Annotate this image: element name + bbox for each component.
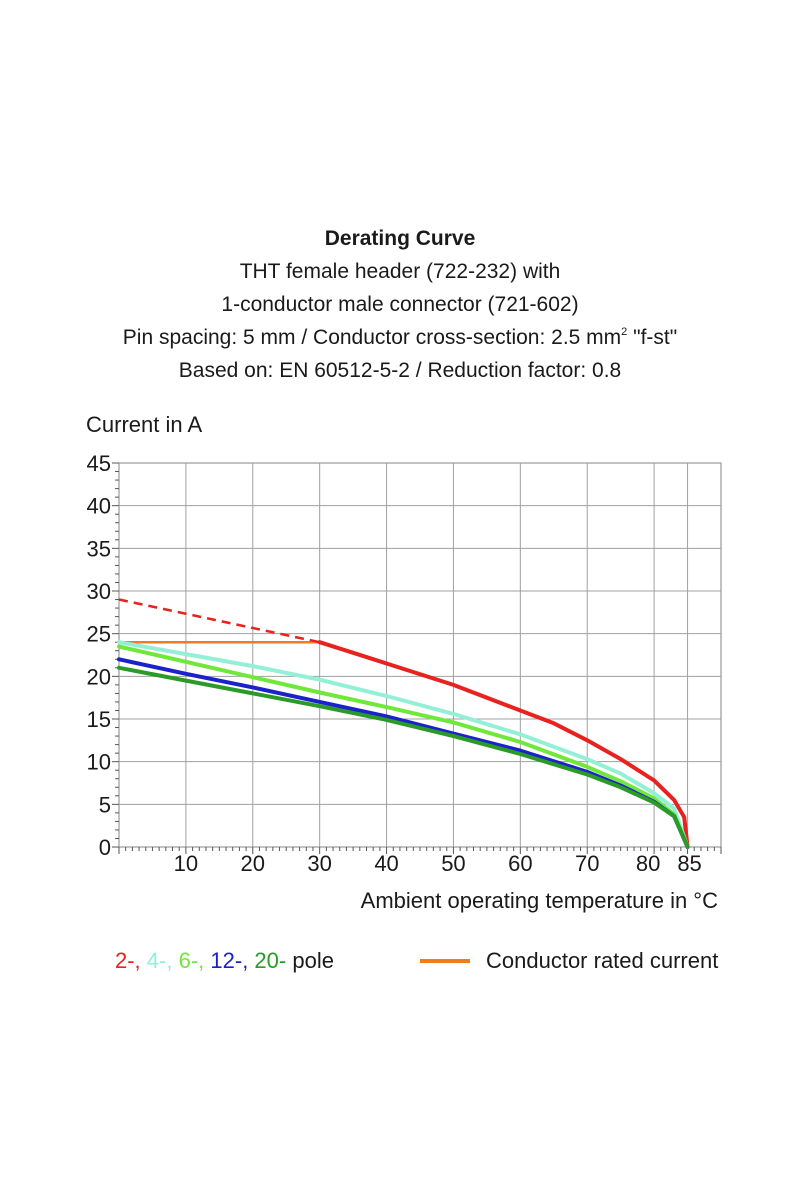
pole-legend-item: 12-, (204, 948, 249, 973)
x-axis-label: Ambient operating temperature in °C (361, 888, 718, 913)
x-tick-label: 40 (374, 851, 398, 876)
chart-subtitle-4: Based on: EN 60512-5-2 / Reduction facto… (178, 359, 622, 382)
y-tick-label: 0 (99, 835, 111, 860)
subtitle-3-suffix: "f-st" (627, 326, 678, 349)
series-dashed-extension (118, 598, 320, 644)
y-tick-label: 10 (87, 750, 111, 775)
pole-legend-item: 20- (248, 948, 287, 973)
rated-current-label: Conductor rated current (486, 948, 719, 973)
y-tick-label: 5 (99, 792, 111, 817)
x-tick-label: 80 (636, 851, 660, 876)
pole-legend: 2-, 4-, 6-, 12-, 20- pole (115, 948, 334, 974)
x-tick-label: 20 (241, 851, 265, 876)
series-line (317, 640, 690, 849)
y-axis-label: Current in A (86, 412, 202, 437)
chart-subtitle-1: THT female header (722-232) with (239, 260, 561, 283)
y-tick-label: 40 (87, 494, 111, 519)
x-tick-label: 10 (174, 851, 198, 876)
series-line (117, 644, 690, 849)
rated-current-swatch (420, 959, 470, 963)
chart-subtitle-2: 1-conductor male connector (721-602) (221, 293, 579, 316)
series-line (117, 665, 690, 849)
x-tick-label: 50 (441, 851, 465, 876)
pole-legend-item: 4-, (140, 948, 173, 973)
subtitle-3-sup: 2 (621, 326, 628, 338)
pole-legend-item: pole (286, 948, 334, 973)
x-tick-label: 60 (508, 851, 532, 876)
series-line (117, 640, 690, 849)
y-tick-label: 45 (87, 451, 111, 476)
chart-subtitle-3: Pin spacing: 5 mm / Conductor cross-sect… (0, 321, 800, 354)
title-block: Derating Curve THT female header (722-23… (0, 222, 800, 387)
pole-legend-item: 6-, (172, 948, 205, 973)
y-tick-label: 25 (87, 622, 111, 647)
series-line (117, 657, 690, 849)
pole-legend-item: 2-, (115, 948, 141, 973)
x-tick-label: 85 (677, 851, 701, 876)
y-tick-label: 15 (87, 707, 111, 732)
subtitle-3-main: Pin spacing: 5 mm / Conductor cross-sect… (122, 326, 622, 349)
y-tick-label: 30 (87, 579, 111, 604)
y-tick-label: 20 (87, 664, 111, 689)
x-tick-label: 70 (575, 851, 599, 876)
chart-title: Derating Curve (324, 227, 476, 250)
x-tick-label: 30 (307, 851, 331, 876)
y-tick-label: 35 (87, 536, 111, 561)
rated-current-legend: Conductor rated current (420, 948, 718, 974)
